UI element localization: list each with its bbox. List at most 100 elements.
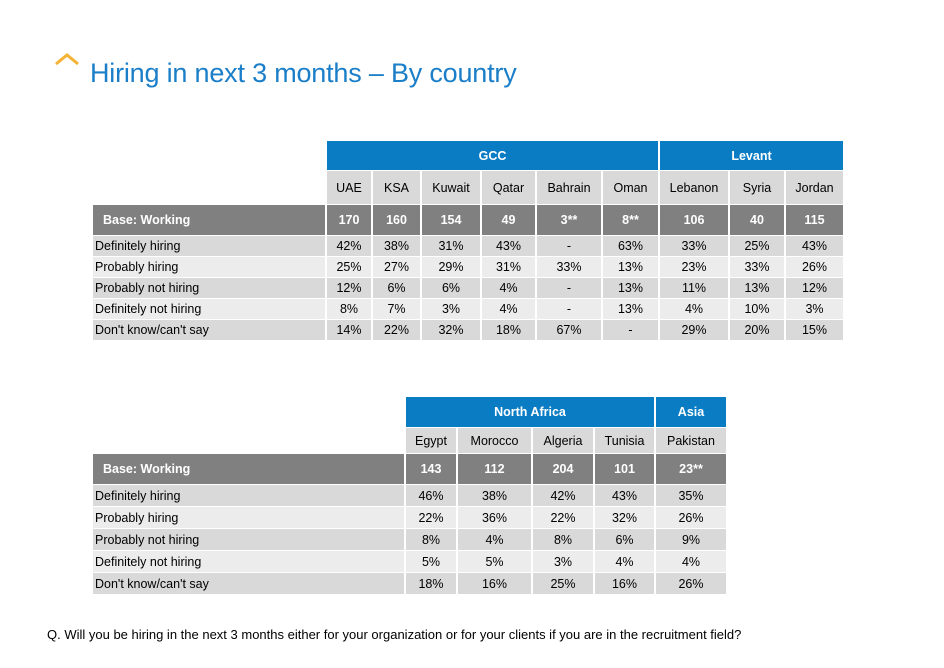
- table-row: Probably hiring 25% 27% 29% 31% 33% 13% 23% 33% 2…: [93, 257, 843, 277]
- survey-question: Q. Will you be hiring in the next 3 mont…: [47, 627, 742, 642]
- data-cell: 67%: [537, 320, 601, 340]
- data-cell: 32%: [422, 320, 480, 340]
- country-header: Kuwait: [422, 171, 480, 204]
- data-cell: 27%: [373, 257, 420, 277]
- north-africa-asia-table: North Africa Asia Egypt Morocco Algeria Tunis…: [91, 396, 728, 595]
- base-row: Base: Working 143 112 204 101 23**: [93, 454, 726, 484]
- empty-cell: [93, 397, 404, 427]
- country-header: Jordan: [786, 171, 843, 204]
- data-cell: 42%: [533, 485, 593, 506]
- region-header: GCC: [327, 141, 658, 170]
- data-cell: 25%: [327, 257, 371, 277]
- data-cell: 33%: [730, 257, 784, 277]
- table-row: Don't know/can't say 18% 16% 25% 16% 26%: [93, 573, 726, 594]
- table-row: Definitely not hiring 8% 7% 3% 4% -13% 4% 10% 3%: [93, 299, 843, 319]
- chevron-up-icon: [55, 53, 79, 66]
- data-cell: 25%: [533, 573, 593, 594]
- base-value: 154: [422, 205, 480, 235]
- data-cell: 8%: [533, 529, 593, 550]
- data-cell: 4%: [482, 278, 535, 298]
- region-header: Asia: [656, 397, 726, 427]
- data-cell: 15%: [786, 320, 843, 340]
- country-header-row: Egypt Morocco Algeria Tunisia Pakistan: [93, 428, 726, 453]
- page-title: Hiring in next 3 months – By country: [90, 58, 517, 88]
- row-label: Probably hiring: [93, 257, 325, 277]
- data-cell: 43%: [786, 236, 843, 256]
- table-row: Probably not hiring 12% 6% 6% 4% -13% 11% 13% 12…: [93, 278, 843, 298]
- data-cell: 36%: [458, 507, 531, 528]
- base-value: 160: [373, 205, 420, 235]
- region-header: North Africa: [406, 397, 654, 427]
- data-cell: 6%: [373, 278, 420, 298]
- row-label: Definitely hiring: [93, 236, 325, 256]
- data-cell: 13%: [603, 299, 658, 319]
- region-header-row: North Africa Asia: [93, 397, 726, 427]
- data-cell: 4%: [595, 551, 654, 572]
- data-cell: 9%: [656, 529, 726, 550]
- table-row: Probably not hiring 8% 4% 8% 6% 9%: [93, 529, 726, 550]
- base-value: 204: [533, 454, 593, 484]
- data-cell: 10%: [730, 299, 784, 319]
- row-label: Definitely hiring: [93, 485, 404, 506]
- data-cell: 13%: [603, 278, 658, 298]
- row-label: Definitely not hiring: [93, 551, 404, 572]
- row-label: Don't know/can't say: [93, 573, 404, 594]
- data-cell: 6%: [595, 529, 654, 550]
- table-row: Don't know/can't say 14% 22% 32% 18% 67% -29% 2…: [93, 320, 843, 340]
- data-cell: 22%: [533, 507, 593, 528]
- base-value: 170: [327, 205, 371, 235]
- data-cell: 31%: [482, 257, 535, 277]
- country-header: Tunisia: [595, 428, 654, 453]
- data-cell: 3%: [533, 551, 593, 572]
- row-label: Don't know/can't say: [93, 320, 325, 340]
- data-cell: 22%: [373, 320, 420, 340]
- data-cell: 8%: [406, 529, 456, 550]
- data-cell: 14%: [327, 320, 371, 340]
- country-header: KSA: [373, 171, 420, 204]
- country-header: Qatar: [482, 171, 535, 204]
- data-cell: 5%: [406, 551, 456, 572]
- data-cell: 7%: [373, 299, 420, 319]
- data-cell: 42%: [327, 236, 371, 256]
- data-cell: 16%: [595, 573, 654, 594]
- data-cell: 29%: [660, 320, 728, 340]
- data-cell: 46%: [406, 485, 456, 506]
- country-header: Oman: [603, 171, 658, 204]
- base-value: 8**: [603, 205, 658, 235]
- data-cell: 18%: [482, 320, 535, 340]
- country-header: UAE: [327, 171, 371, 204]
- data-cell: 38%: [458, 485, 531, 506]
- base-value: 3**: [537, 205, 601, 235]
- base-value: 49: [482, 205, 535, 235]
- base-value: 40: [730, 205, 784, 235]
- data-cell: 8%: [327, 299, 371, 319]
- data-cell: 12%: [786, 278, 843, 298]
- country-header: Bahrain: [537, 171, 601, 204]
- empty-cell: [93, 171, 325, 204]
- data-cell: 18%: [406, 573, 456, 594]
- data-cell: 25%: [730, 236, 784, 256]
- base-value: 23**: [656, 454, 726, 484]
- country-header: Morocco: [458, 428, 531, 453]
- row-label: Definitely not hiring: [93, 299, 325, 319]
- data-cell: 5%: [458, 551, 531, 572]
- data-cell: 11%: [660, 278, 728, 298]
- data-cell: 6%: [422, 278, 480, 298]
- table-row: Probably hiring 22% 36% 22% 32% 26%: [93, 507, 726, 528]
- data-cell: 35%: [656, 485, 726, 506]
- country-header: Pakistan: [656, 428, 726, 453]
- row-label: Probably not hiring: [93, 529, 404, 550]
- data-cell: 4%: [656, 551, 726, 572]
- data-cell: 26%: [656, 507, 726, 528]
- country-header: Algeria: [533, 428, 593, 453]
- row-label: Probably hiring: [93, 507, 404, 528]
- country-header: Syria: [730, 171, 784, 204]
- data-cell: 16%: [458, 573, 531, 594]
- region-header-row: GCC Levant: [93, 141, 843, 170]
- base-row: Base: Working 170 160 154 49 3** 8** 106 40 115: [93, 205, 843, 235]
- data-cell: 29%: [422, 257, 480, 277]
- table-row: Definitely hiring 42% 38% 31% 43% -63% 33% 25% 4…: [93, 236, 843, 256]
- data-cell: 12%: [327, 278, 371, 298]
- empty-cell: [93, 141, 325, 170]
- data-cell: 43%: [482, 236, 535, 256]
